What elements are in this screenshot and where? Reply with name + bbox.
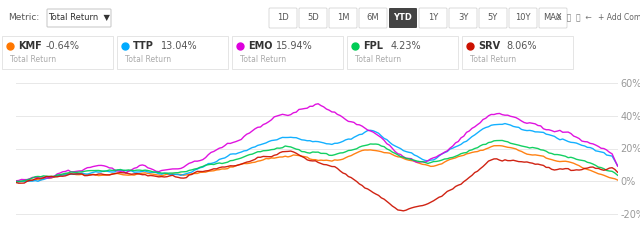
Text: Total Return  ▼: Total Return ▼ <box>48 12 110 22</box>
Text: Total Return: Total Return <box>125 55 171 64</box>
FancyBboxPatch shape <box>269 8 297 28</box>
FancyBboxPatch shape <box>299 8 327 28</box>
Text: 3Y: 3Y <box>458 12 468 22</box>
Text: Total Return: Total Return <box>470 55 516 64</box>
FancyBboxPatch shape <box>462 36 573 69</box>
Text: Total Return: Total Return <box>240 55 286 64</box>
FancyBboxPatch shape <box>509 8 537 28</box>
FancyBboxPatch shape <box>419 8 447 28</box>
FancyBboxPatch shape <box>117 36 228 69</box>
Text: 5D: 5D <box>307 12 319 22</box>
Text: Total Return: Total Return <box>355 55 401 64</box>
Text: 15.94%: 15.94% <box>276 41 313 51</box>
Text: -0.64%: -0.64% <box>46 41 80 51</box>
Text: 1D: 1D <box>277 12 289 22</box>
Text: TTP: TTP <box>133 41 154 51</box>
Text: 10Y: 10Y <box>515 12 531 22</box>
Text: Total Return: Total Return <box>10 55 56 64</box>
FancyBboxPatch shape <box>449 8 477 28</box>
FancyBboxPatch shape <box>479 8 507 28</box>
Text: 8.06%: 8.06% <box>506 41 536 51</box>
FancyBboxPatch shape <box>359 8 387 28</box>
Text: 1M: 1M <box>337 12 349 22</box>
Text: KMF: KMF <box>18 41 42 51</box>
Text: + Add Comparison: + Add Comparison <box>598 12 640 22</box>
FancyBboxPatch shape <box>2 36 113 69</box>
Text: 6M: 6M <box>367 12 380 22</box>
Text: SRV: SRV <box>478 41 500 51</box>
FancyBboxPatch shape <box>389 8 417 28</box>
Text: YTD: YTD <box>394 12 412 22</box>
FancyBboxPatch shape <box>347 36 458 69</box>
Text: ⚙  📊  📋  ←: ⚙ 📊 📋 ← <box>555 12 592 22</box>
FancyBboxPatch shape <box>47 9 111 27</box>
Text: Metric:: Metric: <box>8 12 39 22</box>
Text: 13.04%: 13.04% <box>161 41 198 51</box>
Text: FPL: FPL <box>363 41 383 51</box>
Text: 4.23%: 4.23% <box>391 41 422 51</box>
Text: EMO: EMO <box>248 41 273 51</box>
Text: MAX: MAX <box>543 12 563 22</box>
FancyBboxPatch shape <box>329 8 357 28</box>
Text: 1Y: 1Y <box>428 12 438 22</box>
FancyBboxPatch shape <box>232 36 343 69</box>
Text: 5Y: 5Y <box>488 12 498 22</box>
FancyBboxPatch shape <box>539 8 567 28</box>
